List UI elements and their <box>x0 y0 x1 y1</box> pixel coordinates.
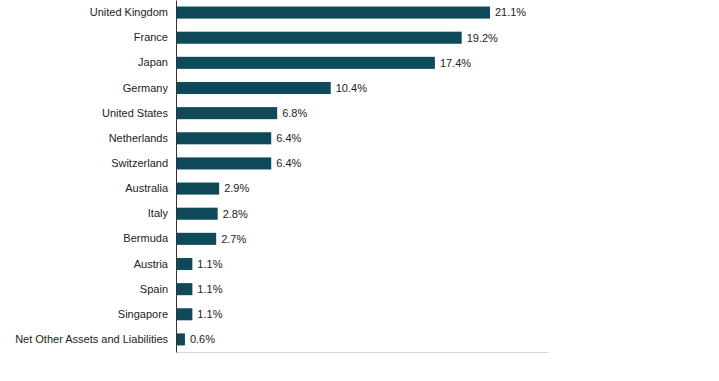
data-label: 17.4% <box>440 57 471 69</box>
data-label: 19.2% <box>467 32 498 44</box>
bar <box>176 283 192 295</box>
data-label: 1.1% <box>197 308 222 320</box>
y-tick-label: Net Other Assets and Liabilities <box>15 333 168 345</box>
y-tick: Germany <box>123 82 169 94</box>
y-tick-label: Netherlands <box>109 132 169 144</box>
data-label: 2.7% <box>221 233 246 245</box>
y-tick: United States <box>102 107 169 119</box>
data-label: 21.1% <box>495 6 526 18</box>
bar <box>176 333 185 345</box>
data-label: 2.8% <box>223 208 248 220</box>
y-tick: Net Other Assets and Liabilities <box>15 333 168 345</box>
y-tick: Netherlands <box>109 132 169 144</box>
x-axis-line <box>177 352 549 353</box>
y-tick-label: Japan <box>138 56 168 68</box>
y-tick: Singapore <box>118 308 168 320</box>
x-axis <box>177 352 549 353</box>
bar <box>176 233 216 245</box>
y-tick: Switzerland <box>111 157 168 169</box>
y-tick: Bermuda <box>123 232 169 244</box>
y-tick: Italy <box>148 207 169 219</box>
bar <box>176 32 462 44</box>
y-tick-label: France <box>134 31 168 43</box>
y-tick-label: Germany <box>123 82 169 94</box>
y-tick: France <box>134 31 168 43</box>
y-tick-label: Spain <box>140 283 168 295</box>
y-tick-label: Switzerland <box>111 157 168 169</box>
y-tick-label: Australia <box>125 182 169 194</box>
bar <box>176 258 192 270</box>
bar <box>176 157 271 169</box>
y-axis: United Kingdom France Japan Germany United S… <box>15 1 176 353</box>
y-tick: Australia <box>125 182 169 194</box>
bar <box>176 82 331 94</box>
y-tick-label: United Kingdom <box>90 6 168 18</box>
y-tick-label: Italy <box>148 207 169 219</box>
y-tick-label: Singapore <box>118 308 168 320</box>
bar <box>176 183 219 195</box>
data-label: 6.4% <box>276 157 301 169</box>
data-label: 6.8% <box>282 107 307 119</box>
bar <box>176 7 490 19</box>
data-label: 0.6% <box>190 333 215 345</box>
bar <box>176 132 271 144</box>
bar <box>176 208 218 220</box>
bar <box>176 308 192 320</box>
y-tick: Japan <box>138 56 168 68</box>
data-label: 2.9% <box>224 182 249 194</box>
bar <box>176 107 277 119</box>
y-tick-label: Austria <box>134 258 169 270</box>
y-axis-line <box>176 1 177 353</box>
data-label: 1.1% <box>197 283 222 295</box>
data-labels: 21.1% 19.2% 17.4% 10.4% 6.8% 6.4% 6.4% 2.9% 2.8%… <box>190 6 526 345</box>
y-tick: Austria <box>134 258 169 270</box>
y-tick-label: Bermuda <box>123 232 169 244</box>
data-label: 1.1% <box>197 258 222 270</box>
data-label: 10.4% <box>336 82 367 94</box>
bar <box>176 57 435 69</box>
y-tick: Spain <box>140 283 168 295</box>
data-label: 6.4% <box>276 132 301 144</box>
y-tick: United Kingdom <box>90 6 168 18</box>
y-tick-label: United States <box>102 107 169 119</box>
bars <box>176 7 490 346</box>
